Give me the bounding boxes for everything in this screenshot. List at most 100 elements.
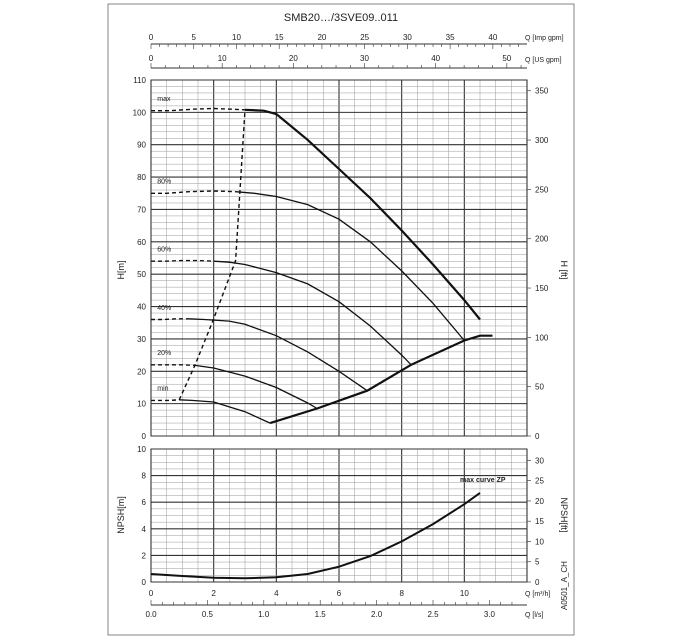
curve-80%-dashed	[151, 190, 236, 194]
curve-label-60%: 60%	[157, 247, 171, 254]
curve-60%-dashed	[151, 259, 214, 262]
head-ytick-left: 100	[133, 108, 147, 117]
npsh-ytick-right: 25	[535, 477, 544, 486]
npsh-ytick-left: 10	[137, 445, 146, 454]
head-ytick-right: 150	[535, 284, 549, 293]
imp-gpm-ticklabel: 10	[232, 33, 241, 42]
npsh-ytick-left: 0	[142, 578, 147, 587]
us-gpm-ticklabel: 30	[360, 54, 369, 63]
m3h-ticklabel: 6	[337, 589, 342, 598]
head-ytick-right: 200	[535, 235, 549, 244]
ls-ticklabel: 2.0	[371, 610, 383, 619]
imp-gpm-ticklabel: 5	[192, 33, 197, 42]
curve-max-dashed	[151, 107, 246, 112]
head-ytick-left: 20	[137, 367, 146, 376]
head-ytick-left: 50	[137, 270, 146, 279]
chart-title: SMB20…/3SVE09..011	[284, 12, 398, 24]
ls-ticklabel: 2.5	[427, 610, 439, 619]
us-gpm-ticklabel: 40	[431, 54, 440, 63]
head-plot-border	[150, 79, 528, 437]
drawing-code: A0501_A_CH	[560, 561, 569, 610]
head-ytick-left: 10	[137, 400, 146, 409]
curve-20%-solid	[194, 364, 318, 410]
m3h-ticklabel: 4	[274, 589, 279, 598]
ls-axis-label: Q [l/s]	[525, 612, 543, 619]
imp-gpm-ticklabel: 30	[403, 33, 412, 42]
npsh-ytick-left: 6	[142, 498, 147, 507]
npsh-ytick-left: 4	[142, 525, 147, 534]
us-gpm-ticklabel: 50	[502, 54, 511, 63]
m3h-axis-label: Q [m³/h]	[525, 591, 550, 598]
imp-gpm-ticklabel: 40	[488, 33, 497, 42]
head-ylabel-right: H [ft]	[559, 260, 569, 279]
head-grid	[150, 79, 528, 437]
imp-gpm-axis-label: Q [Imp gpm]	[525, 35, 564, 42]
head-ytick-left: 30	[137, 335, 146, 344]
curve-max-solid	[244, 108, 481, 321]
curve-label-40%: 40%	[157, 305, 171, 312]
npsh-ytick-right: 5	[535, 558, 540, 567]
us-gpm-axis-label: Q [US gpm]	[525, 57, 562, 64]
npsh-ytick-right: 10	[535, 537, 544, 546]
head-curves: max 80% 60% 40% 20% min	[151, 96, 493, 425]
npsh-plot-border	[150, 448, 528, 583]
npsh-ticks: 0 2 4 6 8 10 0 5 10 15 20 25 30	[137, 445, 544, 587]
npsh-ylabel-left: NPSH[m]	[116, 496, 126, 534]
ls-ticklabel: 1.0	[258, 610, 270, 619]
ls-ticklabel: 1.5	[315, 610, 327, 619]
imp-gpm-ticklabel: 25	[360, 33, 369, 42]
head-ytick-right: 350	[535, 87, 549, 96]
npsh-curves	[150, 492, 481, 580]
head-ytick-right: 0	[535, 432, 540, 441]
head-ytick-right: 250	[535, 185, 549, 194]
head-ytick-left: 80	[137, 173, 146, 182]
imp-gpm-ticklabel: 20	[317, 33, 326, 42]
npsh-ytick-right: 30	[535, 456, 544, 465]
curve-label-20%: 20%	[157, 350, 171, 357]
imp-gpm-ticklabel: 0	[149, 33, 154, 42]
head-ytick-left: 0	[142, 432, 147, 441]
head-ytick-left: 40	[137, 303, 146, 312]
curve-end-of-range	[269, 334, 493, 425]
head-ytick-left: 60	[137, 238, 146, 247]
head-ytick-right: 50	[535, 383, 544, 392]
imp-gpm-ticklabel: 15	[275, 33, 284, 42]
head-ytick-left: 110	[133, 76, 146, 85]
head-ylabel-left: H[m]	[116, 261, 126, 280]
m3h-ticklabel: 0	[149, 589, 154, 598]
npsh-ylabel-right: NPSH[ft]	[559, 497, 569, 532]
us-gpm-ticklabel: 20	[289, 54, 298, 63]
ls-ticklabel: 3.0	[484, 610, 496, 619]
head-ytick-left: 90	[137, 141, 146, 150]
npsh-ytick-right: 0	[535, 578, 540, 587]
curve-label-min: min	[157, 386, 168, 393]
m3h-ticklabel: 2	[211, 589, 216, 598]
curve-40%-solid	[188, 318, 368, 392]
bottom-axes: 0 2 4 6 8 10 Q [m³/h] 0.0 0.5 1.0 1.5 2.0 2.5 3.0 Q [l…	[145, 589, 550, 619]
npsh-ytick-left: 8	[142, 472, 147, 481]
curve-40%-dashed	[151, 318, 189, 321]
us-gpm-ticklabel: 0	[149, 54, 154, 63]
curve-20%-dashed	[151, 364, 195, 367]
head-ticks: 0 10 20 30 40 50 60 70 80 90 100 110 0 50 100 150 200 250…	[133, 76, 549, 441]
npsh-ytick-right: 15	[535, 517, 544, 526]
curve-label-80%: 80%	[157, 179, 171, 186]
ls-ticklabel: 0.5	[202, 610, 214, 619]
npsh-ytick-right: 20	[535, 497, 544, 506]
m3h-ticklabel: 10	[460, 589, 469, 598]
npsh-annotation: max curve ZP	[460, 477, 506, 484]
imp-gpm-ticklabel: 35	[446, 33, 455, 42]
npsh-curve	[150, 492, 481, 580]
curve-min-solid	[179, 399, 271, 424]
head-ytick-right: 300	[535, 136, 549, 145]
curve-80%-solid	[235, 191, 465, 341]
curve-min-dashed	[151, 399, 180, 402]
m3h-ticklabel: 8	[399, 589, 404, 598]
npsh-ytick-left: 2	[142, 551, 147, 560]
curve-label-max: max	[157, 96, 171, 103]
head-ytick-right: 100	[535, 333, 549, 342]
head-ytick-left: 70	[137, 205, 146, 214]
outer-frame	[107, 3, 575, 636]
ls-ticklabel: 0.0	[145, 610, 157, 619]
